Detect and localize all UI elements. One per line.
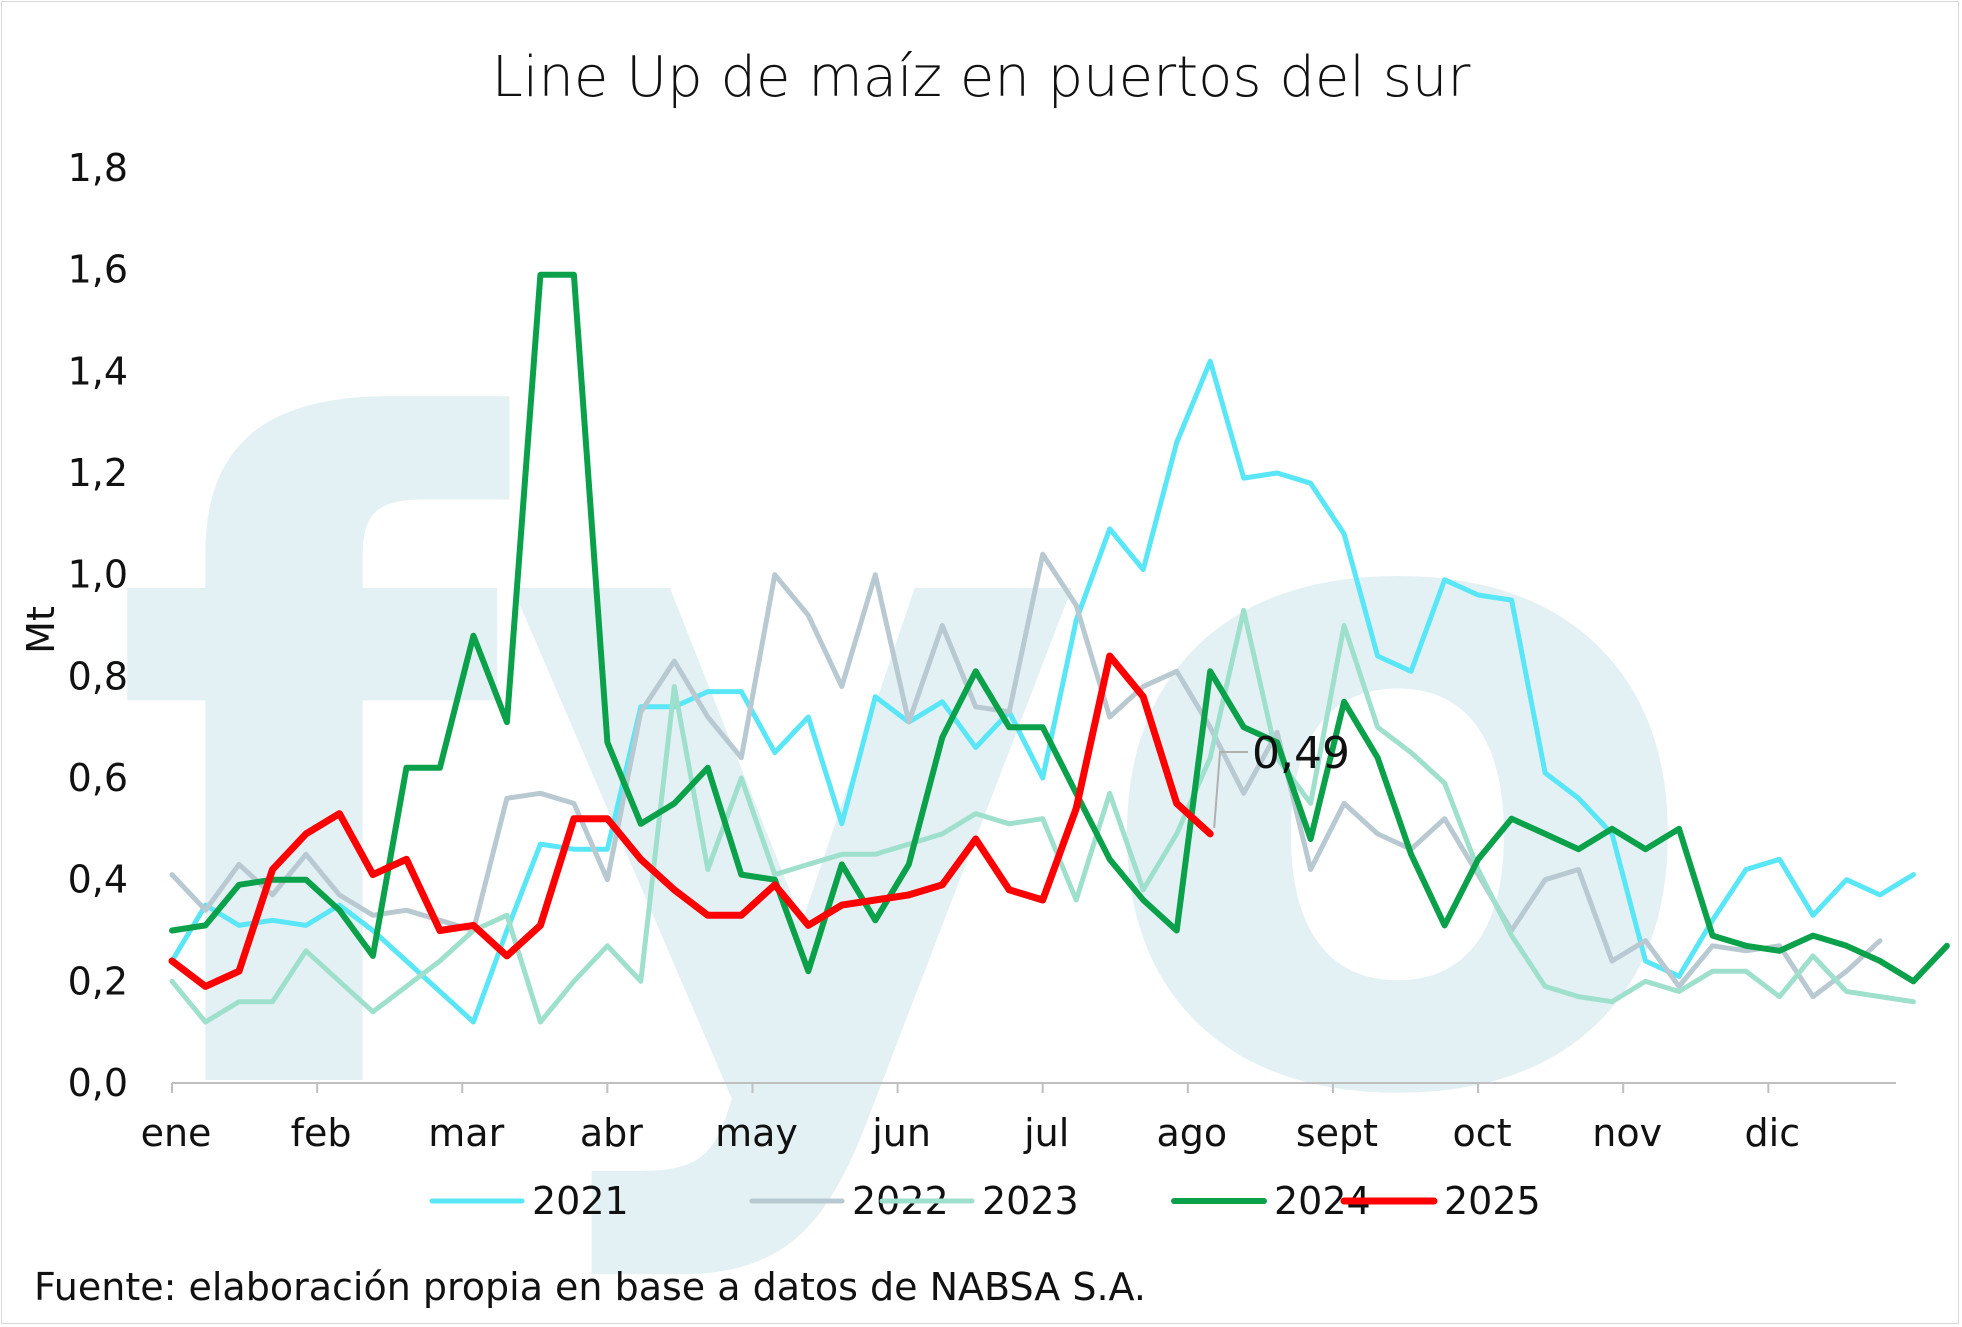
- series-line-2023: [169, 607, 1916, 1025]
- x-axis: ene feb mar abr may jun jul ago sept oct nov dic: [141, 1082, 1896, 1155]
- y-axis-label: Mt: [19, 606, 63, 654]
- fyo-watermark: fyo: [110, 246, 1707, 1293]
- x-tick-label: ene: [141, 1111, 212, 1155]
- x-tick-label: abr: [580, 1111, 643, 1155]
- annotation-leader: [1213, 751, 1248, 828]
- annotation-label: 0,49: [1252, 728, 1350, 779]
- y-tick-label: 0,4: [68, 858, 128, 902]
- series-layer: [168, 271, 1950, 1025]
- x-tick-label: may: [715, 1111, 798, 1155]
- y-tick-label: 0,8: [68, 654, 128, 698]
- y-tick-label: 1,4: [68, 349, 128, 393]
- series-line-2025: [168, 652, 1214, 990]
- x-tick-label: oct: [1453, 1111, 1512, 1155]
- y-tick-label: 1,0: [68, 553, 128, 597]
- source-note: Fuente: elaboración propia en base a dat…: [34, 1265, 1146, 1309]
- y-axis-ticks: 0,0 0,2 0,4 0,6 0,8 1,0 1,2 1,4 1,6 1,8: [68, 146, 128, 1105]
- y-tick-label: 0,2: [68, 959, 128, 1003]
- x-tick-label: sept: [1296, 1111, 1378, 1155]
- x-tick-label: jun: [871, 1111, 931, 1155]
- legend-label-2021: 2021: [532, 1179, 629, 1223]
- series-line-2024: [169, 271, 1950, 985]
- y-tick-label: 1,8: [68, 146, 128, 190]
- annotation-layer: 0,49: [1213, 728, 1350, 828]
- legend-label-2023: 2023: [982, 1179, 1079, 1223]
- legend: 2021 2022 2023 2024 2025: [429, 1179, 1541, 1223]
- x-tick-label: ago: [1157, 1111, 1228, 1155]
- x-tick-label: mar: [428, 1111, 504, 1155]
- series-line-2021: [169, 358, 1916, 1025]
- x-tick-label: nov: [1592, 1111, 1662, 1155]
- y-tick-label: 0,6: [68, 756, 128, 800]
- x-tick-label: jul: [1023, 1111, 1069, 1155]
- legend-label-2025: 2025: [1444, 1179, 1541, 1223]
- x-tick-label: dic: [1745, 1111, 1801, 1155]
- y-tick-label: 1,6: [68, 248, 128, 292]
- y-tick-label: 0,0: [68, 1061, 128, 1105]
- y-tick-label: 1,2: [68, 451, 128, 495]
- watermark-letters: fyo: [110, 246, 1707, 1293]
- x-tick-label: feb: [291, 1111, 352, 1155]
- chart-title: Line Up de maíz en puertos del sur: [492, 45, 1471, 110]
